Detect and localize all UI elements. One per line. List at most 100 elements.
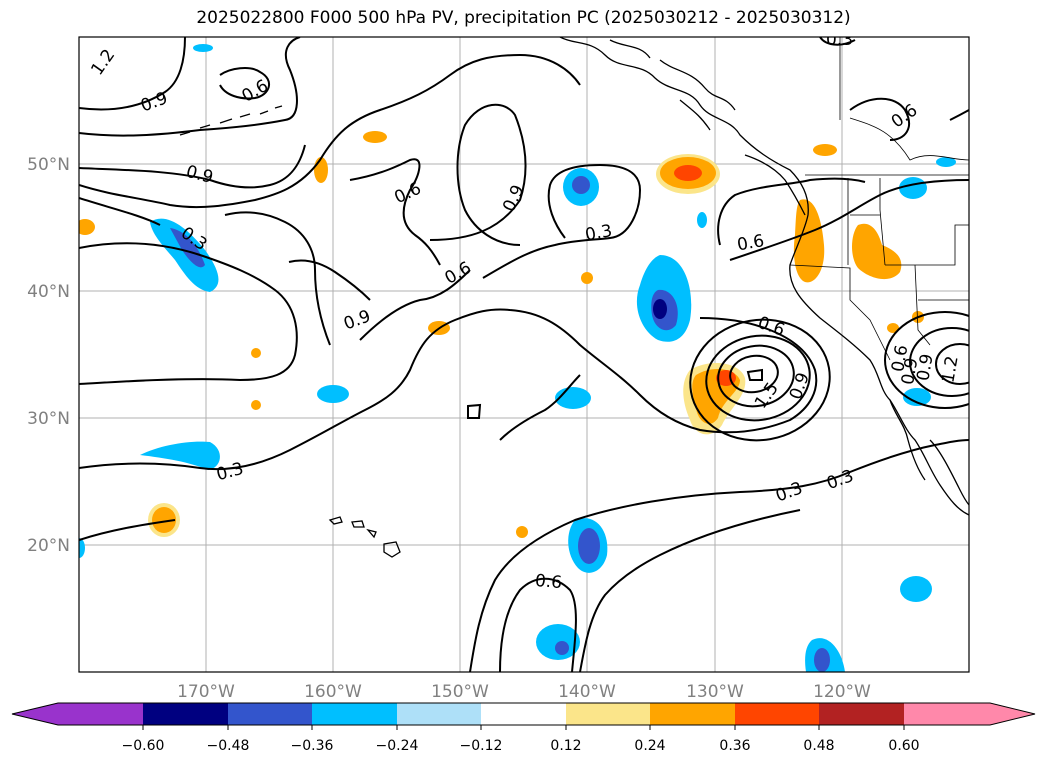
pv-contour-line (429, 103, 527, 246)
contour-label: 0.6 (888, 343, 912, 373)
pv-contour-line (79, 242, 298, 385)
pv-contour-line (579, 509, 801, 672)
precip-pos-blob (813, 144, 837, 156)
colorbar-segment (312, 703, 397, 725)
pv-contour-line (79, 519, 176, 541)
colorbar-under (12, 703, 143, 725)
precip-neg-blob (814, 648, 830, 672)
precip-pos-blob (793, 199, 825, 283)
pv-contour-line (467, 403, 482, 419)
pv-contour-line (79, 37, 301, 137)
lon-label: 130°W (686, 682, 744, 702)
precip-neg-blob (536, 624, 580, 660)
precip-neg-blob (572, 176, 590, 194)
colorbar-segment (397, 703, 481, 725)
lat-label: 50°N (27, 155, 70, 175)
pv-contour-line (729, 179, 969, 261)
precip-neg-blob (900, 576, 932, 602)
lon-label: 140°W (558, 682, 616, 702)
pv-contour-line (219, 67, 270, 100)
colorbar-segment (143, 703, 228, 725)
colorbar-tick-label: −0.24 (376, 738, 419, 754)
pv-contour-line (79, 308, 818, 471)
pv-contour-line (909, 327, 969, 397)
latitude-labels: 50°N 40°N 30°N 20°N (27, 155, 70, 556)
precip-neg-blob (79, 538, 85, 558)
precip-pos-blob (79, 219, 95, 235)
colorbar-tick-label: −0.36 (291, 738, 334, 754)
precip-neg-blob (193, 44, 213, 52)
lat-label: 40°N (27, 282, 70, 302)
precip-neg-blob (936, 157, 956, 167)
precip-pos-blob (314, 157, 328, 183)
precip-neg-blob (150, 218, 219, 292)
precip-pos-blob (674, 165, 702, 181)
pv-contour-line (746, 368, 763, 381)
pv-contour-line (469, 439, 969, 672)
pv-contour-line (849, 97, 910, 141)
precip-neg-blob (903, 388, 931, 406)
colorbar-segment (735, 703, 819, 725)
lat-label: 30°N (27, 409, 70, 429)
colorbar-tick-label: −0.60 (122, 738, 165, 754)
precip-neg-blob (653, 299, 667, 319)
pv-contour-line (705, 334, 811, 422)
pv-contour-line (819, 37, 856, 46)
pv-contour-line (79, 37, 186, 111)
pv-contour-line (288, 259, 371, 301)
pv-contour-line (359, 269, 471, 341)
precip-neg-blob (140, 441, 220, 470)
lon-label: 160°W (304, 682, 362, 702)
colorbar-segment (819, 703, 904, 725)
political-borders (789, 37, 969, 361)
contour-label: 0.9 (898, 356, 922, 386)
coastlines (179, 37, 969, 558)
precip-neg-blob (697, 212, 707, 228)
contour-label: 0.3 (826, 30, 853, 50)
longitude-labels: 170°W 160°W 150°W 140°W 130°W 120°W (177, 682, 871, 702)
precip-pos-blob (887, 323, 899, 333)
colorbar-outline (11, 702, 1036, 726)
precip-pos-blob (251, 400, 261, 410)
colorbar-tick-label: 0.60 (888, 738, 919, 754)
pv-contours (79, 37, 969, 672)
pv-contour-line (717, 344, 795, 408)
colorbar-tick-label: 0.24 (634, 738, 665, 754)
colorbar-tick-label: 0.12 (550, 738, 581, 754)
precip-pos-blob (251, 348, 261, 358)
contour-label: 0.9 (913, 352, 937, 382)
precip-pos-blob (516, 526, 528, 538)
contour-label: 0.6 (736, 231, 766, 255)
pv-contour-line (79, 53, 581, 209)
precip-neg-blob (317, 385, 349, 403)
map-frame (78, 36, 970, 673)
colorbar: −0.60 −0.48 −0.36 −0.24 −0.12 0.12 0.24 … (11, 702, 1036, 754)
contour-label: 0.6 (534, 571, 563, 593)
colorbar-tick-label: −0.12 (460, 738, 503, 754)
pv-contour-line (935, 343, 969, 385)
colorbar-segment (481, 703, 566, 725)
contour-label: 1.2 (938, 354, 962, 384)
pv-contour-line (499, 577, 577, 672)
colorbar-over (904, 703, 1035, 725)
colorbar-segment (228, 703, 312, 725)
pv-contour-line (349, 158, 441, 266)
pv-contour-line (79, 144, 306, 189)
precip-pos-blob (581, 272, 593, 284)
pv-contour-line (729, 354, 779, 394)
pv-contour-line (79, 197, 161, 226)
lon-label: 120°W (813, 682, 871, 702)
precip-neg-blob (899, 177, 927, 199)
precip-pos-blob (363, 131, 387, 143)
pv-contour-line (224, 211, 331, 346)
colorbar-segment (566, 703, 650, 725)
colorbar-segment (650, 703, 735, 725)
colorbar-tick-label: −0.48 (207, 738, 250, 754)
colorbar-tick-label: 0.36 (719, 738, 750, 754)
lat-label: 20°N (27, 536, 70, 556)
map-title: 2025022800 F000 500 hPa PV, precipitatio… (196, 8, 851, 28)
pv-contour-line (499, 374, 581, 441)
precip-pos-blob (152, 507, 176, 533)
lon-label: 170°W (177, 682, 235, 702)
